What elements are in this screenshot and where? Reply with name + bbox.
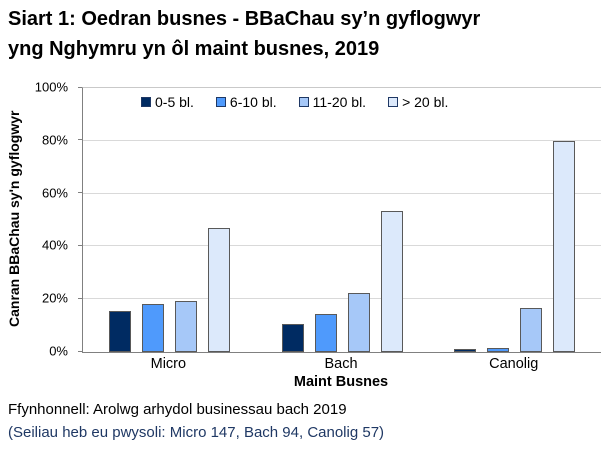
y-tick-label: 40% — [41, 237, 68, 253]
y-tick-label: 0% — [49, 343, 68, 359]
y-tick-mark — [78, 297, 82, 299]
source-line: Ffynhonnell: Arolwg arhydol businessau b… — [8, 401, 347, 418]
gridline — [83, 245, 601, 247]
bar — [454, 349, 477, 352]
bar — [553, 140, 576, 352]
bar-chart: Canran BBaChau sy'n gyflogwyr 0% 20% 40% 60… — [0, 66, 612, 390]
bar — [487, 348, 510, 352]
bar-groups — [83, 88, 601, 352]
bar — [314, 313, 337, 352]
x-axis-title: Maint Busnes — [293, 374, 389, 390]
legend-swatch — [298, 97, 309, 107]
sample-bases-line: (Seiliau heb eu pwysoli: Micro 147, Bach… — [8, 424, 385, 441]
bar-group — [256, 88, 429, 352]
bar — [281, 324, 304, 352]
gridline — [83, 192, 601, 194]
bar — [141, 304, 164, 352]
source-note: Ffynhonnell: Arolwg arhydol businessau b… — [8, 398, 604, 444]
bar — [108, 311, 131, 352]
y-axis: 0% 20% 40% 60% 80% 100% — [0, 81, 82, 358]
chart-title-line2: yng Nghymru yn ôl maint busnes, 2019 — [8, 38, 380, 60]
x-tick-label: Bach — [324, 356, 358, 372]
bar — [380, 210, 403, 352]
legend-label: > 20 bl. — [402, 94, 449, 110]
y-tick-mark — [78, 192, 82, 194]
gridline — [83, 298, 601, 300]
bar — [347, 292, 370, 352]
legend-label: 11-20 bl. — [312, 94, 367, 110]
y-tick-label: 20% — [41, 290, 68, 306]
legend-item: 11-20 bl. — [298, 94, 367, 110]
y-tick-label: 80% — [41, 132, 68, 148]
x-tick-label: Micro — [150, 356, 187, 372]
x-axis: Micro Bach Canolig — [82, 356, 600, 372]
x-tick-label: Canolig — [489, 356, 539, 372]
y-tick-label: 100% — [34, 79, 68, 95]
y-tick-mark — [78, 350, 82, 352]
bar — [207, 227, 230, 352]
plot-area: 0-5 bl. 6-10 bl. 11-20 bl. > 20 bl. — [82, 87, 601, 353]
chart-title-line1: Siart 1: Oedran busnes - BBaChau sy’n gy… — [8, 8, 481, 30]
bar — [174, 300, 197, 352]
bar-group — [83, 88, 256, 352]
legend-swatch — [388, 97, 399, 107]
legend-item: > 20 bl. — [388, 94, 448, 110]
legend-label: 0-5 bl. — [155, 94, 194, 110]
y-tick-mark — [78, 86, 82, 88]
gridline — [83, 139, 601, 141]
bar — [520, 308, 543, 352]
legend-swatch — [215, 97, 226, 107]
y-tick-mark — [78, 139, 82, 141]
y-tick-label: 60% — [41, 185, 68, 201]
legend-item: 0-5 bl. — [141, 94, 194, 110]
bar-group — [428, 88, 601, 352]
legend-item: 6-10 bl. — [215, 94, 277, 110]
chart-title: Siart 1: Oedran busnes - BBaChau sy’n gy… — [8, 4, 608, 64]
y-tick-mark — [78, 244, 82, 246]
legend-label: 6-10 bl. — [229, 94, 277, 110]
legend: 0-5 bl. 6-10 bl. 11-20 bl. > 20 bl. — [141, 94, 448, 110]
legend-swatch — [141, 97, 151, 107]
